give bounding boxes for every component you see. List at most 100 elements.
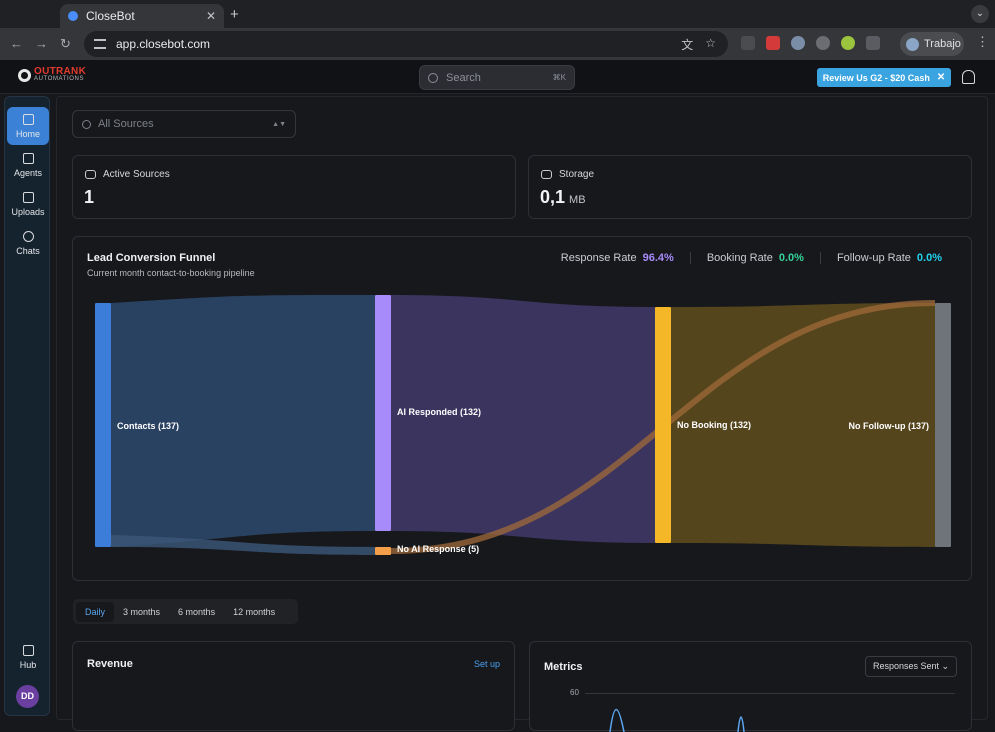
site-info-icon[interactable] — [94, 39, 106, 49]
node-label-no-ai-response: No AI Response (5) — [397, 544, 479, 554]
storage-label: Storage — [559, 169, 594, 180]
sidebar-item-chats[interactable]: Chats — [7, 224, 49, 262]
broadcast-icon — [85, 170, 96, 179]
lead-conversion-funnel-card: Lead Conversion Funnel Current month con… — [72, 236, 972, 581]
sidebar: Home Agents Uploads Chats Hub DD — [4, 96, 50, 716]
browser-tab[interactable]: CloseBot ✕ — [60, 4, 224, 28]
search-icon — [428, 73, 438, 83]
search-placeholder: Search — [446, 72, 481, 84]
uploads-icon — [23, 192, 34, 203]
sidebar-item-label: Hub — [20, 660, 37, 670]
browser-menu-icon[interactable]: ⋮ — [976, 34, 989, 50]
promo-close-icon[interactable]: ✕ — [937, 72, 945, 83]
notifications-bell-icon[interactable] — [962, 70, 975, 84]
range-6-months[interactable]: 6 months — [169, 602, 224, 622]
tab-search-button[interactable]: ⌄ — [971, 5, 989, 23]
sidebar-item-uploads[interactable]: Uploads — [7, 185, 49, 223]
browser-profile-button[interactable]: Trabajo — [900, 32, 964, 56]
node-no-followup[interactable] — [935, 303, 951, 547]
logo-text: OUTRANK — [34, 67, 86, 76]
extensions-menu-icon[interactable] — [866, 36, 880, 50]
bookmark-star-icon[interactable]: ☆ — [705, 36, 716, 53]
active-sources-card: Active Sources 1 — [72, 155, 516, 219]
logo-mark-icon — [18, 69, 31, 82]
rate-value: 96.4% — [643, 252, 674, 264]
tab-title: CloseBot — [86, 9, 135, 23]
node-ai-responded[interactable] — [375, 295, 391, 531]
rate-label: Response Rate — [561, 252, 637, 264]
browser-toolbar: ← → ↻ app.closebot.com 文 ☆ Trabajo — [0, 28, 995, 60]
range-selector: Daily 3 months 6 months 12 months — [73, 599, 298, 624]
metrics-line-chart — [590, 702, 890, 732]
metrics-type-select[interactable]: Responses Sent ⌄ — [865, 656, 957, 677]
agents-icon — [23, 153, 34, 164]
rate-value: 0.0% — [917, 252, 942, 264]
extension-profile-icon[interactable] — [791, 36, 805, 50]
review-promo-banner[interactable]: Review Us G2 - $20 Cash ✕ — [817, 68, 951, 87]
sidebar-item-agents[interactable]: Agents — [7, 146, 49, 184]
search-icon — [82, 120, 91, 129]
node-label-ai-responded: AI Responded (132) — [397, 407, 481, 417]
hub-cube-icon — [23, 645, 34, 656]
closebot-favicon-icon — [68, 11, 78, 21]
active-sources-value: 1 — [84, 187, 94, 208]
sidebar-item-label: Uploads — [11, 207, 44, 217]
followup-rate: Follow-up Rate 0.0% — [820, 252, 958, 264]
funnel-rates: Response Rate 96.4% Booking Rate 0.0% Fo… — [561, 252, 958, 264]
forward-arrow-icon[interactable]: → — [35, 36, 48, 51]
translate-icon[interactable]: 文 — [681, 36, 693, 53]
rate-label: Follow-up Rate — [837, 252, 911, 264]
reload-icon[interactable]: ↻ — [60, 36, 71, 52]
node-label-no-booking: No Booking (132) — [677, 420, 751, 430]
chats-icon — [23, 231, 34, 242]
funnel-sankey-diagram: Contacts (137) AI Responded (132) No AI … — [73, 289, 971, 579]
extension-puzzle-piece-icon[interactable] — [816, 36, 830, 50]
chevron-up-down-icon: ▲▼ — [272, 121, 286, 128]
metrics-title: Metrics — [544, 661, 583, 673]
range-12-months[interactable]: 12 months — [224, 602, 284, 622]
extension-red-icon[interactable] — [766, 36, 780, 50]
address-bar[interactable]: app.closebot.com 文 ☆ — [84, 31, 728, 57]
range-3-months[interactable]: 3 months — [114, 602, 169, 622]
active-sources-label: Active Sources — [103, 169, 170, 180]
flow-ai-responded-to-no-booking[interactable] — [391, 295, 655, 543]
revenue-card: Revenue Set up — [72, 641, 515, 731]
tab-close-icon[interactable]: ✕ — [206, 9, 216, 23]
storage-drive-icon — [541, 170, 552, 179]
node-no-ai-response[interactable] — [375, 547, 391, 555]
range-daily[interactable]: Daily — [76, 602, 114, 622]
metrics-card: Metrics Responses Sent ⌄ 60 — [529, 641, 972, 731]
flow-contacts-to-no-ai-response[interactable] — [111, 535, 375, 555]
user-avatar[interactable]: DD — [16, 685, 39, 708]
search-shortcut: ⌘K — [553, 73, 566, 82]
revenue-setup-link[interactable]: Set up — [474, 659, 500, 669]
node-contacts[interactable] — [95, 303, 111, 547]
sidebar-item-label: Agents — [14, 168, 42, 178]
logo-subtext: AUTOMATIONS — [34, 76, 86, 83]
rate-label: Booking Rate — [707, 252, 773, 264]
sidebar-item-home[interactable]: Home — [7, 107, 49, 145]
outrank-logo[interactable]: OUTRANK AUTOMATIONS — [18, 67, 86, 83]
node-label-contacts: Contacts (137) — [117, 421, 179, 431]
funnel-title: Lead Conversion Funnel — [87, 252, 215, 264]
source-filter-select[interactable]: All Sources ▲▼ — [72, 110, 296, 138]
promo-label: Review Us G2 - $20 Cash — [823, 73, 930, 83]
extension-link-icon[interactable] — [741, 36, 755, 50]
booking-rate: Booking Rate 0.0% — [690, 252, 820, 264]
metrics-gridline — [585, 693, 955, 694]
extension-green-icon[interactable] — [841, 36, 855, 50]
funnel-subtitle: Current month contact-to-booking pipelin… — [87, 268, 255, 278]
metrics-y-tick: 60 — [570, 688, 579, 697]
profile-avatar-icon — [906, 38, 919, 51]
dashboard-main: All Sources ▲▼ Active Sources 1 Storage … — [56, 96, 988, 720]
back-arrow-icon[interactable]: ← — [10, 36, 23, 51]
response-rate: Response Rate 96.4% — [561, 252, 690, 264]
node-no-booking[interactable] — [655, 307, 671, 543]
global-search-input[interactable]: Search ⌘K — [419, 65, 575, 90]
home-icon — [23, 114, 34, 125]
sidebar-item-hub[interactable]: Hub — [7, 638, 49, 676]
new-tab-button[interactable]: + — [230, 6, 239, 23]
node-label-no-followup: No Follow-up (137) — [849, 421, 930, 431]
profile-name: Trabajo — [924, 38, 961, 50]
